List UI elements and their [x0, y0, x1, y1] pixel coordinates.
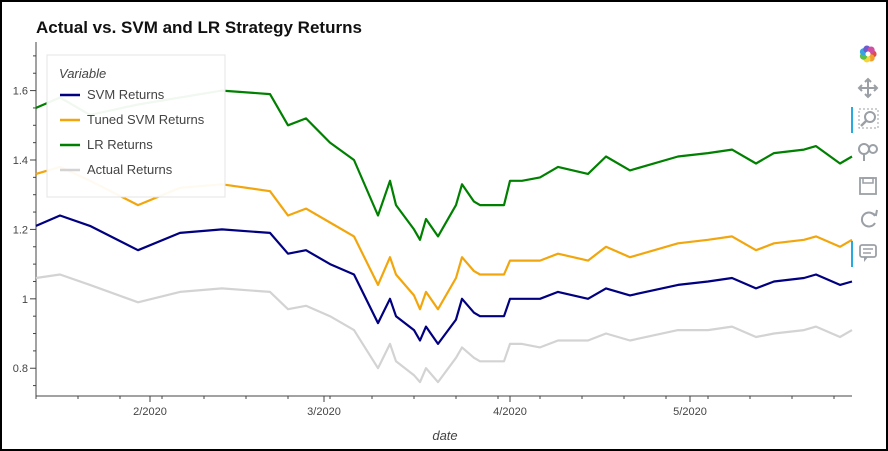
save-tool[interactable]	[859, 177, 877, 195]
x-tick-label: 5/2020	[673, 406, 707, 418]
bokeh-logo	[859, 45, 877, 63]
wheel-zoom-icon	[858, 143, 878, 161]
x-tick-label: 2/2020	[133, 406, 167, 418]
series-lines	[35, 89, 853, 384]
pan-icon	[857, 77, 879, 99]
x-axis-label: date	[432, 428, 457, 443]
y-tick-label: 1.4	[13, 155, 28, 167]
save-icon	[859, 177, 877, 195]
series-line-lr-returns	[35, 89, 853, 241]
bokeh-logo	[859, 45, 877, 63]
zoom-icon	[858, 108, 879, 129]
axes: 0.8 1 1.2 1.4 1.6 2/2020 3/2020 4/2020 5/2020	[13, 42, 852, 418]
pan-tool[interactable]	[857, 77, 879, 99]
box-zoom-tool[interactable]	[851, 107, 879, 133]
legend-entry-label: Actual Returns	[87, 162, 173, 177]
series-line-svm-returns	[35, 214, 853, 345]
legend-title: Variable	[59, 66, 106, 81]
y-tick-label: 1	[22, 294, 28, 306]
legend: Variable SVM Returns Tuned SVM Returns LR …	[46, 54, 226, 198]
y-tick-label: 1.6	[13, 86, 28, 98]
x-tick-label: 3/2020	[307, 406, 341, 418]
legend-entry-label: LR Returns	[87, 137, 153, 152]
y-tick-label: 0.8	[13, 363, 28, 375]
wheel-zoom-tool[interactable]	[858, 143, 878, 161]
reset-icon	[861, 209, 878, 228]
chart-title: Actual vs. SVM and LR Strategy Returns	[36, 18, 362, 37]
toolbar	[851, 45, 879, 267]
legend-box	[46, 54, 226, 198]
series-line-tuned-svm-returns	[35, 165, 853, 311]
legend-entry-label: Tuned SVM Returns	[87, 112, 205, 127]
reset-tool[interactable]	[861, 209, 878, 228]
y-tick-label: 1.2	[13, 224, 28, 236]
series-line-actual-returns	[35, 273, 853, 384]
x-tick-label: 4/2020	[493, 406, 527, 418]
active-indicator	[851, 107, 853, 133]
active-indicator	[851, 241, 853, 267]
legend-entry-label: SVM Returns	[87, 87, 165, 102]
hover-icon	[859, 244, 877, 262]
hover-tool[interactable]	[851, 241, 877, 267]
